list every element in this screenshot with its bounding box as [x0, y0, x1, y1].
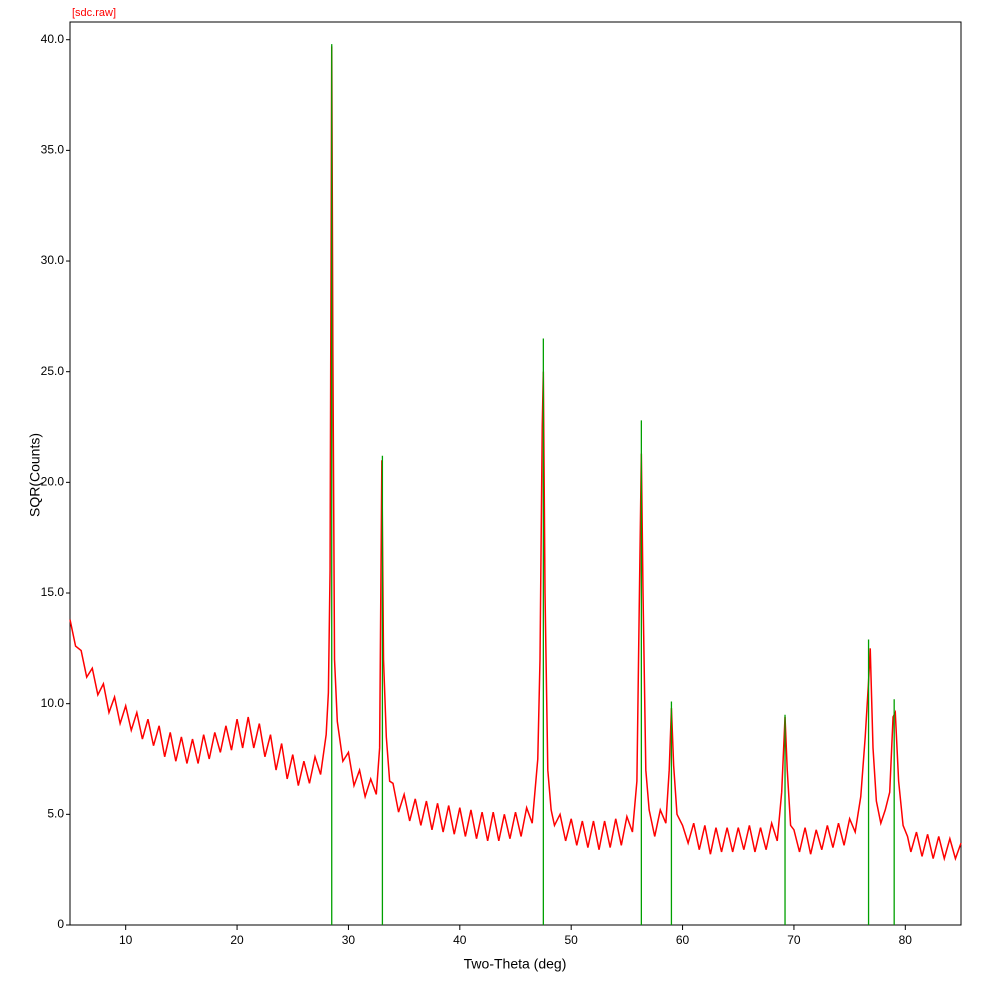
y-tick-label: 20.0 — [41, 475, 65, 489]
x-tick-label: 60 — [676, 933, 690, 947]
y-tick-label: 30.0 — [41, 253, 65, 267]
y-tick-label: 25.0 — [41, 364, 65, 378]
x-tick-label: 70 — [787, 933, 801, 947]
y-tick-label: 10.0 — [41, 696, 65, 710]
y-tick-label: 35.0 — [41, 143, 65, 157]
x-tick-label: 10 — [119, 933, 133, 947]
y-tick-label: 5.0 — [47, 807, 64, 821]
y-tick-label: 40.0 — [41, 32, 65, 46]
y-tick-label: 0 — [57, 917, 64, 931]
plot-frame — [69, 21, 962, 926]
x-tick-label: 50 — [565, 933, 579, 947]
x-tick-label: 80 — [899, 933, 913, 947]
pattern-line — [69, 46, 962, 862]
x-axis-label: Two-Theta (deg) — [464, 956, 567, 972]
chart-title: [sdc.raw] — [72, 7, 116, 19]
y-tick-label: 15.0 — [41, 585, 65, 599]
x-tick-label: 20 — [230, 933, 244, 947]
x-tick-label: 30 — [342, 933, 356, 947]
x-tick-label: 40 — [453, 933, 467, 947]
y-axis-label: SQR(Counts) — [27, 433, 43, 517]
